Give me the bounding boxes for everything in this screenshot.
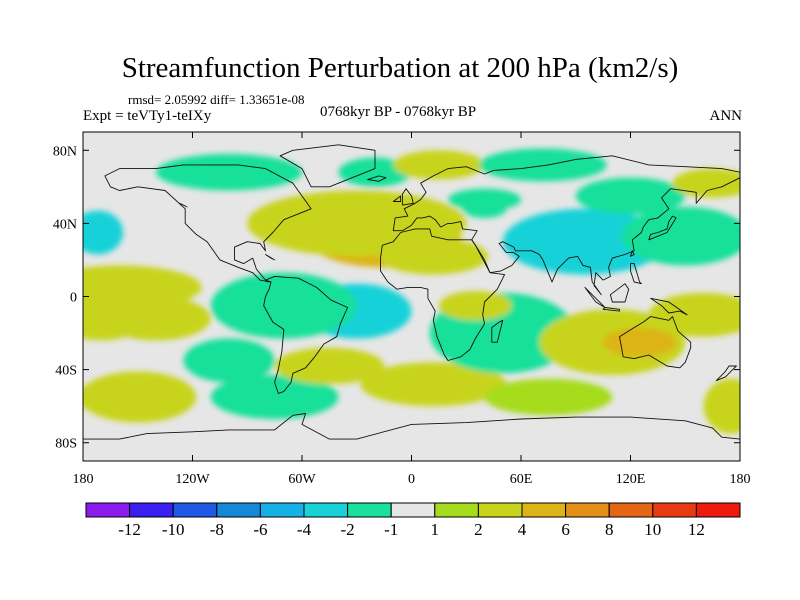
colorbar-label: -4	[297, 520, 312, 539]
anomaly-blob	[183, 338, 275, 383]
x-tick-label: 60E	[510, 472, 533, 487]
coastline	[609, 283, 630, 303]
coastline	[279, 144, 376, 188]
colorbar-swatch	[259, 502, 305, 518]
x-tick-label: 120W	[175, 472, 210, 487]
anomaly-blob	[83, 210, 124, 255]
anomaly-blob	[502, 208, 667, 275]
anomaly-blob	[360, 362, 507, 407]
anomaly-blob	[393, 150, 485, 180]
anomaly-blob	[101, 296, 211, 341]
colorbar-swatch	[434, 502, 479, 518]
coastline	[715, 365, 737, 382]
anomaly-blob	[648, 292, 740, 337]
coastline	[392, 195, 402, 202]
anomaly-blob	[210, 375, 339, 419]
colorbar-label: -1	[384, 520, 398, 539]
colorbar-swatch	[216, 502, 261, 518]
coastline	[104, 164, 312, 283]
coastline	[367, 175, 387, 182]
anomaly-layer	[83, 148, 740, 434]
anomaly-blob	[210, 272, 357, 339]
colorbar-swatch	[565, 502, 610, 518]
anomaly-blob	[672, 168, 740, 198]
colorbar-label: 6	[561, 520, 570, 539]
colorbar-label: -2	[341, 520, 355, 539]
x-tick-label: 120E	[616, 472, 646, 487]
colorbar-swatch	[521, 502, 567, 518]
anomaly-blob	[274, 347, 385, 385]
x-tick-label: 60W	[288, 472, 316, 487]
anomaly-blob	[462, 199, 507, 218]
season-label: ANN	[709, 108, 743, 124]
anomaly-blob	[156, 153, 302, 191]
coastline	[265, 254, 276, 261]
x-tick-label: 180	[73, 472, 94, 487]
coastline	[83, 413, 740, 461]
coastline	[179, 202, 188, 208]
anomaly-blob	[703, 378, 740, 434]
anomaly-blob	[265, 195, 357, 240]
colorbar-swatch	[390, 502, 436, 518]
colorbar-swatch	[652, 502, 697, 518]
x-tick-label: 180	[730, 472, 751, 487]
colorbar-swatch	[85, 502, 131, 518]
coastline	[491, 319, 504, 343]
anomaly-blob	[484, 378, 613, 416]
colorbar-label: 2	[474, 520, 483, 539]
colorbar: -12 -10 -8 -6 -4 -2 -1 1 2 4 6 8 10 12	[85, 502, 741, 539]
colorbar-swatch	[695, 502, 741, 518]
colorbar-swatch	[303, 502, 349, 518]
colorbar-label: 8	[605, 520, 614, 539]
coastlines	[83, 144, 740, 461]
coastline	[263, 275, 349, 394]
stats-label: rmsd= 2.05992 diff= 1.33651e-08	[128, 92, 305, 107]
y-axis: 80N 40N 0 40S 80S	[53, 144, 740, 452]
anomaly-blob	[83, 371, 197, 423]
anomaly-blob	[575, 177, 686, 215]
colorbar-label: -6	[253, 520, 267, 539]
coastline	[619, 316, 692, 369]
coastline	[630, 250, 635, 257]
coastline	[401, 188, 414, 206]
chart-title: Streamfunction Perturbation at 200 hPa (…	[121, 52, 679, 84]
anomaly-blob	[479, 148, 607, 182]
colorbar-label: -8	[210, 520, 224, 539]
coastline	[650, 297, 688, 316]
colorbar-swatch	[172, 502, 218, 518]
y-tick-label: 40S	[55, 364, 77, 379]
period-label: 0768kyr BP - 0768kyr BP	[320, 104, 477, 120]
anomaly-blob	[378, 238, 489, 275]
coastline	[630, 263, 642, 285]
anomaly-blob	[621, 206, 740, 266]
experiment-label: Expt = teVTy1-teIXy	[83, 108, 212, 124]
y-tick-label: 40N	[53, 217, 77, 232]
y-tick-label: 0	[70, 291, 77, 306]
x-tick-label: 0	[408, 472, 415, 487]
colorbar-label: -10	[162, 520, 185, 539]
colorbar-label: 4	[518, 520, 527, 539]
coastline	[648, 215, 677, 241]
colorbar-swatch	[477, 502, 523, 518]
map-plot-area	[82, 131, 741, 462]
coastline	[380, 228, 506, 361]
x-axis: 180 120W 60W 0 60E 120E 180	[73, 132, 751, 487]
y-tick-label: 80N	[53, 144, 77, 159]
colorbar-label: -12	[118, 520, 141, 539]
colorbar-label: 12	[688, 520, 705, 539]
y-tick-label: 80S	[55, 437, 77, 452]
coastline	[602, 307, 620, 312]
colorbar-swatch	[347, 502, 392, 518]
colorbar-label: 10	[644, 520, 661, 539]
anomaly-blob	[438, 291, 512, 321]
colorbar-swatch	[129, 502, 174, 518]
anomaly-blob	[603, 327, 677, 357]
colorbar-label: 1	[431, 520, 440, 539]
colorbar-swatch	[608, 502, 654, 518]
